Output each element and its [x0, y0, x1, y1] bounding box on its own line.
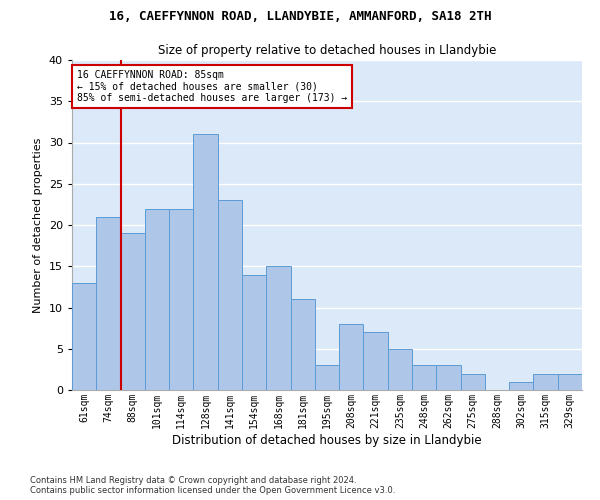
- Bar: [461, 374, 485, 390]
- Bar: [364, 332, 388, 390]
- Title: Size of property relative to detached houses in Llandybie: Size of property relative to detached ho…: [158, 44, 496, 58]
- Bar: [169, 208, 193, 390]
- Bar: [266, 266, 290, 390]
- Bar: [193, 134, 218, 390]
- Text: Contains HM Land Registry data © Crown copyright and database right 2024.
Contai: Contains HM Land Registry data © Crown c…: [30, 476, 395, 495]
- Bar: [145, 208, 169, 390]
- Bar: [218, 200, 242, 390]
- Bar: [436, 365, 461, 390]
- X-axis label: Distribution of detached houses by size in Llandybie: Distribution of detached houses by size …: [172, 434, 482, 446]
- Bar: [558, 374, 582, 390]
- Text: 16 CAEFFYNNON ROAD: 85sqm
← 15% of detached houses are smaller (30)
85% of semi-: 16 CAEFFYNNON ROAD: 85sqm ← 15% of detac…: [77, 70, 347, 103]
- Bar: [290, 299, 315, 390]
- Bar: [96, 217, 121, 390]
- Y-axis label: Number of detached properties: Number of detached properties: [33, 138, 43, 312]
- Bar: [339, 324, 364, 390]
- Text: 16, CAEFFYNNON ROAD, LLANDYBIE, AMMANFORD, SA18 2TH: 16, CAEFFYNNON ROAD, LLANDYBIE, AMMANFOR…: [109, 10, 491, 23]
- Bar: [388, 349, 412, 390]
- Bar: [242, 274, 266, 390]
- Bar: [315, 365, 339, 390]
- Bar: [533, 374, 558, 390]
- Bar: [121, 233, 145, 390]
- Bar: [509, 382, 533, 390]
- Bar: [72, 283, 96, 390]
- Bar: [412, 365, 436, 390]
